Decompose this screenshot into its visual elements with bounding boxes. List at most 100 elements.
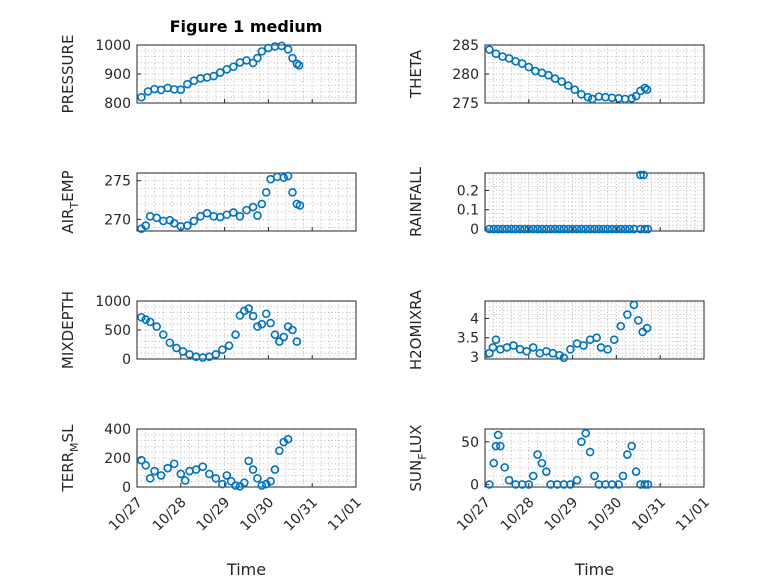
data-point bbox=[137, 92, 146, 102]
axes-border bbox=[484, 172, 705, 232]
x-tick-label: 10/31 bbox=[629, 495, 669, 535]
data-point bbox=[502, 224, 512, 234]
data-point bbox=[544, 70, 553, 80]
figure-title: Figure 1 medium bbox=[170, 17, 323, 36]
data-point bbox=[524, 480, 534, 489]
y-tick-label: 3.5 bbox=[457, 331, 479, 347]
data-point bbox=[183, 79, 192, 89]
data-point bbox=[165, 338, 175, 348]
data-point bbox=[515, 224, 525, 234]
data-point bbox=[566, 480, 575, 489]
y-tick-label: 50 bbox=[461, 435, 479, 451]
data-point bbox=[253, 211, 262, 220]
grid-lines bbox=[485, 173, 704, 231]
subplot-sun-flux: 0 50 10/27 10/28 10/29 10/30 10/31 11/01 SUNFLUX… bbox=[407, 425, 713, 579]
data-point bbox=[288, 53, 297, 63]
data-point bbox=[528, 343, 538, 352]
data-point bbox=[533, 224, 542, 234]
data-point bbox=[642, 85, 652, 94]
data-point bbox=[616, 224, 626, 234]
data-point bbox=[542, 467, 551, 476]
data-point bbox=[643, 480, 653, 489]
y-axis-label: AIRTEMP bbox=[59, 170, 81, 233]
data-point bbox=[640, 83, 650, 93]
series-markers bbox=[485, 428, 653, 489]
y-tick-label: 275 bbox=[452, 96, 479, 112]
y-tick-label: 270 bbox=[104, 212, 131, 228]
data-point bbox=[546, 224, 556, 234]
y-tick-label: 1000 bbox=[95, 38, 131, 54]
axes-frame bbox=[484, 428, 705, 488]
data-point bbox=[226, 476, 236, 486]
data-point bbox=[598, 224, 608, 234]
y-tick-label: 3 bbox=[470, 350, 479, 366]
data-point bbox=[145, 473, 155, 483]
data-point bbox=[253, 53, 262, 63]
data-point bbox=[590, 471, 599, 481]
data-point bbox=[288, 325, 297, 335]
series-markers bbox=[137, 171, 305, 233]
subplot-mixdepth: 0 500 1000 MIXDEPTH bbox=[59, 291, 357, 369]
data-point bbox=[592, 333, 601, 343]
subplot-pressure: 800 900 1000 PRESSURE bbox=[59, 35, 357, 114]
data-point bbox=[500, 463, 510, 472]
y-tick-label: 500 bbox=[104, 323, 131, 339]
data-point bbox=[257, 199, 267, 209]
data-point bbox=[640, 480, 650, 489]
data-point bbox=[248, 465, 258, 474]
data-point bbox=[156, 471, 166, 480]
data-point bbox=[209, 71, 218, 81]
data-point bbox=[607, 224, 617, 234]
data-point bbox=[623, 450, 632, 459]
data-point bbox=[169, 459, 179, 469]
data-point bbox=[266, 318, 275, 328]
y-axis-label: SUNFLUX bbox=[407, 425, 429, 492]
data-point bbox=[141, 460, 151, 470]
data-point bbox=[211, 350, 221, 359]
x-tick-label: 10/31 bbox=[281, 495, 321, 535]
data-point bbox=[524, 62, 534, 72]
y-tick-label: 0 bbox=[122, 480, 131, 496]
data-point bbox=[242, 205, 251, 215]
data-point bbox=[211, 473, 221, 483]
data-point bbox=[583, 92, 593, 102]
data-point bbox=[581, 224, 591, 234]
data-point bbox=[253, 473, 262, 483]
y-tick-label: 280 bbox=[452, 67, 479, 83]
data-point bbox=[198, 462, 207, 472]
data-point bbox=[550, 224, 560, 234]
data-point bbox=[270, 465, 280, 474]
data-point bbox=[283, 45, 293, 54]
x-tick-label: 10/29 bbox=[542, 495, 582, 535]
data-point bbox=[522, 346, 531, 356]
data-point bbox=[231, 481, 240, 490]
y-axis-label: RAINFALL bbox=[407, 166, 425, 237]
data-point bbox=[141, 315, 151, 324]
data-point bbox=[283, 434, 293, 444]
y-tick-label: 4 bbox=[470, 311, 479, 327]
y-axis-label: TERRMSL bbox=[59, 424, 81, 493]
data-point bbox=[491, 335, 501, 344]
data-point bbox=[141, 221, 151, 230]
y-axis-label: PRESSURE bbox=[59, 35, 77, 114]
data-point bbox=[603, 224, 612, 234]
data-point bbox=[555, 224, 564, 234]
x-tick-label: 10/27 bbox=[106, 495, 146, 535]
data-point bbox=[542, 224, 551, 234]
data-point bbox=[229, 208, 238, 217]
data-point bbox=[145, 317, 155, 327]
data-point bbox=[572, 475, 582, 485]
data-point bbox=[627, 94, 637, 103]
data-point bbox=[612, 224, 621, 234]
data-point bbox=[496, 441, 505, 451]
y-tick-label: 0 bbox=[470, 222, 479, 238]
data-point bbox=[229, 62, 238, 72]
data-point bbox=[489, 458, 499, 468]
data-point bbox=[240, 306, 249, 316]
y-tick-label: 400 bbox=[104, 422, 131, 438]
data-point bbox=[537, 458, 547, 468]
y-axis-label: THETA bbox=[407, 49, 425, 99]
data-point bbox=[594, 224, 604, 234]
data-point bbox=[616, 321, 626, 331]
data-point bbox=[559, 224, 569, 234]
